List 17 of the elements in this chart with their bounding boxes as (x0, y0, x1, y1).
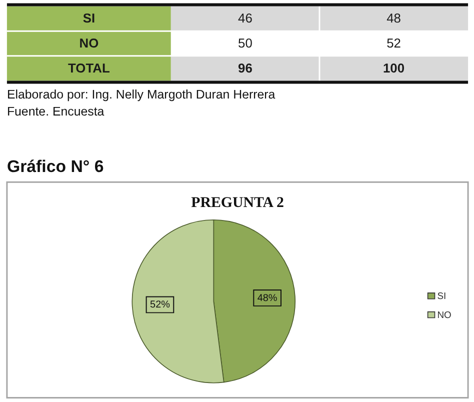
data-label: 48% (257, 292, 278, 304)
chart-title: Gráfico N° 6 (6, 157, 104, 176)
data-label: 96 (238, 60, 252, 76)
data-label: 52 (386, 35, 401, 50)
chart-subtitle: PREGUNTA 2 (191, 194, 284, 211)
category-label: NO (79, 35, 99, 50)
data-label: 52% (150, 300, 170, 311)
text: Elaborado por: Ing. Nelly Margoth Duran Herrera (6, 88, 276, 102)
source-note: Fuente. Encuesta (6, 104, 104, 119)
legend-label: SI (437, 290, 446, 302)
data-label: 48 (386, 10, 401, 26)
category-label: TOTAL (68, 60, 110, 76)
data-label: 50 (238, 35, 252, 50)
category-label: SI (82, 10, 96, 26)
data-label: 100 (382, 60, 405, 76)
data-label: 46 (238, 10, 252, 26)
legend-label: NO (437, 310, 452, 321)
